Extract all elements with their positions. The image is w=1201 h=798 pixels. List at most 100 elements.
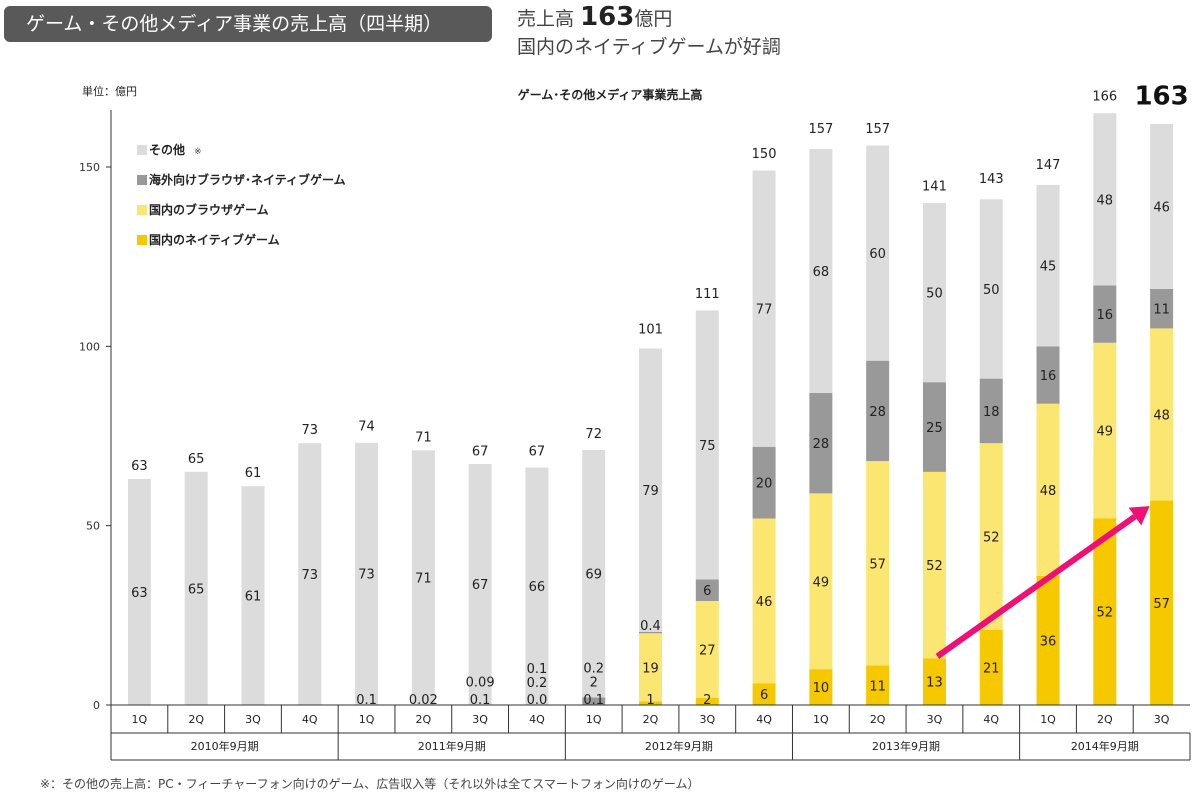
bar-segment-native: [1036, 575, 1060, 705]
bar-segment-other: [979, 199, 1003, 379]
bar-segment-native: [979, 629, 1003, 705]
segment-value-label: 0.2: [583, 662, 604, 677]
headline-value: 163: [580, 2, 635, 32]
x-category-label: 1Q: [359, 713, 375, 726]
bar-total-label: 111: [695, 287, 720, 302]
bar-segment-other: [752, 170, 776, 447]
chart-title: ゲーム･その他メディア事業売上高: [518, 87, 703, 102]
segment-value-label: 45: [1040, 260, 1057, 275]
segment-value-label: 48: [1097, 193, 1114, 208]
segment-value-label: 2: [590, 676, 598, 691]
segment-value-label: 28: [869, 405, 886, 420]
bar-segment-browser: [695, 600, 719, 698]
bar-segment-other: [1093, 113, 1117, 286]
bar-segment-native: [695, 697, 719, 705]
bar-segment-overseas: [809, 392, 833, 494]
bar-segment-browser: [922, 471, 946, 659]
y-tick-label: 150: [79, 161, 100, 174]
segment-value-label: 52: [1097, 606, 1114, 621]
legend-label: 海外向けブラウザ･ネイティブゲーム: [149, 172, 346, 187]
bar-total-label: 101: [638, 323, 663, 338]
bar-segment-other: [582, 449, 606, 698]
bar-total-label: 157: [808, 122, 833, 137]
segment-value-label: 0.1: [583, 693, 604, 708]
segment-value-label: 48: [1040, 484, 1057, 499]
bar-segment-other: [1150, 123, 1174, 289]
legend-note-mark: ※: [194, 147, 202, 157]
segment-value-label: 16: [1040, 369, 1057, 384]
x-category-label: 2Q: [870, 713, 886, 726]
segment-value-label: 2: [703, 693, 711, 708]
x-group-label: 2012年9月期: [645, 739, 713, 753]
footnote: ※：その他の売上高：PC・フィーチャーフォン向けのゲーム、広告収入等（それ以外は…: [40, 777, 700, 791]
segment-value-label: 73: [358, 568, 375, 583]
segment-value-label: 0.1: [527, 662, 548, 677]
bar-segment-overseas: [1093, 285, 1117, 343]
bar-segment-overseas: [752, 446, 776, 519]
segment-value-label: 49: [813, 575, 830, 590]
x-category-label: 3Q: [699, 713, 715, 726]
segment-value-label: 67: [472, 578, 489, 593]
trend-arrow-head: [1128, 506, 1150, 526]
segment-value-label: 28: [813, 437, 830, 452]
bar-segment-overseas: [1036, 346, 1060, 404]
bar-segment-other: [241, 486, 265, 705]
y-tick-label: 0: [93, 699, 100, 712]
bar-total-label: 63: [131, 459, 148, 474]
segment-value-label: 50: [926, 287, 943, 302]
bar-total-label: 166: [1092, 90, 1117, 105]
x-category-label: 1Q: [1040, 713, 1056, 726]
segment-value-label: 20: [756, 477, 773, 492]
segment-value-label: 0.02: [409, 693, 438, 708]
legend-label: 国内のネイティブゲーム: [149, 232, 280, 247]
bar-segment-other: [355, 442, 379, 705]
legend-label: その他: [149, 142, 185, 157]
y-tick-label: 50: [86, 520, 100, 533]
bar-segment-other: [866, 145, 890, 361]
bar-segment-other: [468, 464, 492, 705]
x-category-label: 2Q: [188, 713, 204, 726]
segment-value-label: 79: [642, 484, 659, 499]
bar-segment-browser: [1150, 328, 1174, 501]
bar-total-label: 67: [529, 445, 546, 460]
segment-value-label: 10: [813, 681, 830, 696]
x-category-label: 1Q: [813, 713, 829, 726]
legend-swatch-overseas: [137, 175, 147, 185]
bar-total-label: 61: [245, 466, 262, 481]
bar-segment-browser: [1093, 342, 1117, 519]
bar-segment-overseas: [582, 697, 606, 705]
bar-total-label: 74: [358, 420, 375, 435]
legend-swatch-other: [137, 145, 147, 155]
bar-segment-other: [525, 467, 549, 705]
bar-segment-native: [639, 701, 662, 705]
bar-total-label: 73: [301, 423, 318, 438]
x-category-label: 3Q: [245, 713, 261, 726]
segment-value-label: 18: [983, 405, 1000, 420]
legend-swatch-browser: [137, 205, 147, 215]
segment-value-label: 77: [756, 303, 773, 318]
highlight-total-label: 163: [1134, 81, 1188, 111]
x-category-label: 4Q: [756, 713, 772, 726]
segment-value-label: 60: [869, 247, 886, 262]
bar-segment-overseas: [695, 579, 719, 601]
bar-segment-native: [1093, 518, 1117, 705]
segment-value-label: 36: [1040, 634, 1057, 649]
segment-value-label: 21: [983, 661, 1000, 676]
segment-value-label: 11: [1153, 303, 1170, 318]
bar-segment-other: [127, 479, 151, 705]
bar-segment-browser: [639, 633, 662, 702]
segment-value-label: 0.1: [470, 693, 491, 708]
segment-value-label: 69: [585, 568, 602, 583]
segment-value-label: 65: [188, 582, 205, 597]
x-group-label: 2014年9月期: [1071, 739, 1139, 753]
bar-segment-other: [695, 310, 719, 580]
trend-arrow-shaft: [935, 514, 1137, 659]
segment-value-label: 25: [926, 421, 943, 436]
legend-swatch-native: [137, 235, 147, 245]
bar-segment-browser: [1036, 403, 1060, 576]
x-category-label: 2Q: [416, 713, 432, 726]
segment-value-label: 68: [813, 265, 830, 280]
segment-value-label: 71: [415, 572, 432, 587]
bar-segment-native: [866, 665, 890, 705]
segment-value-label: 27: [699, 643, 716, 658]
